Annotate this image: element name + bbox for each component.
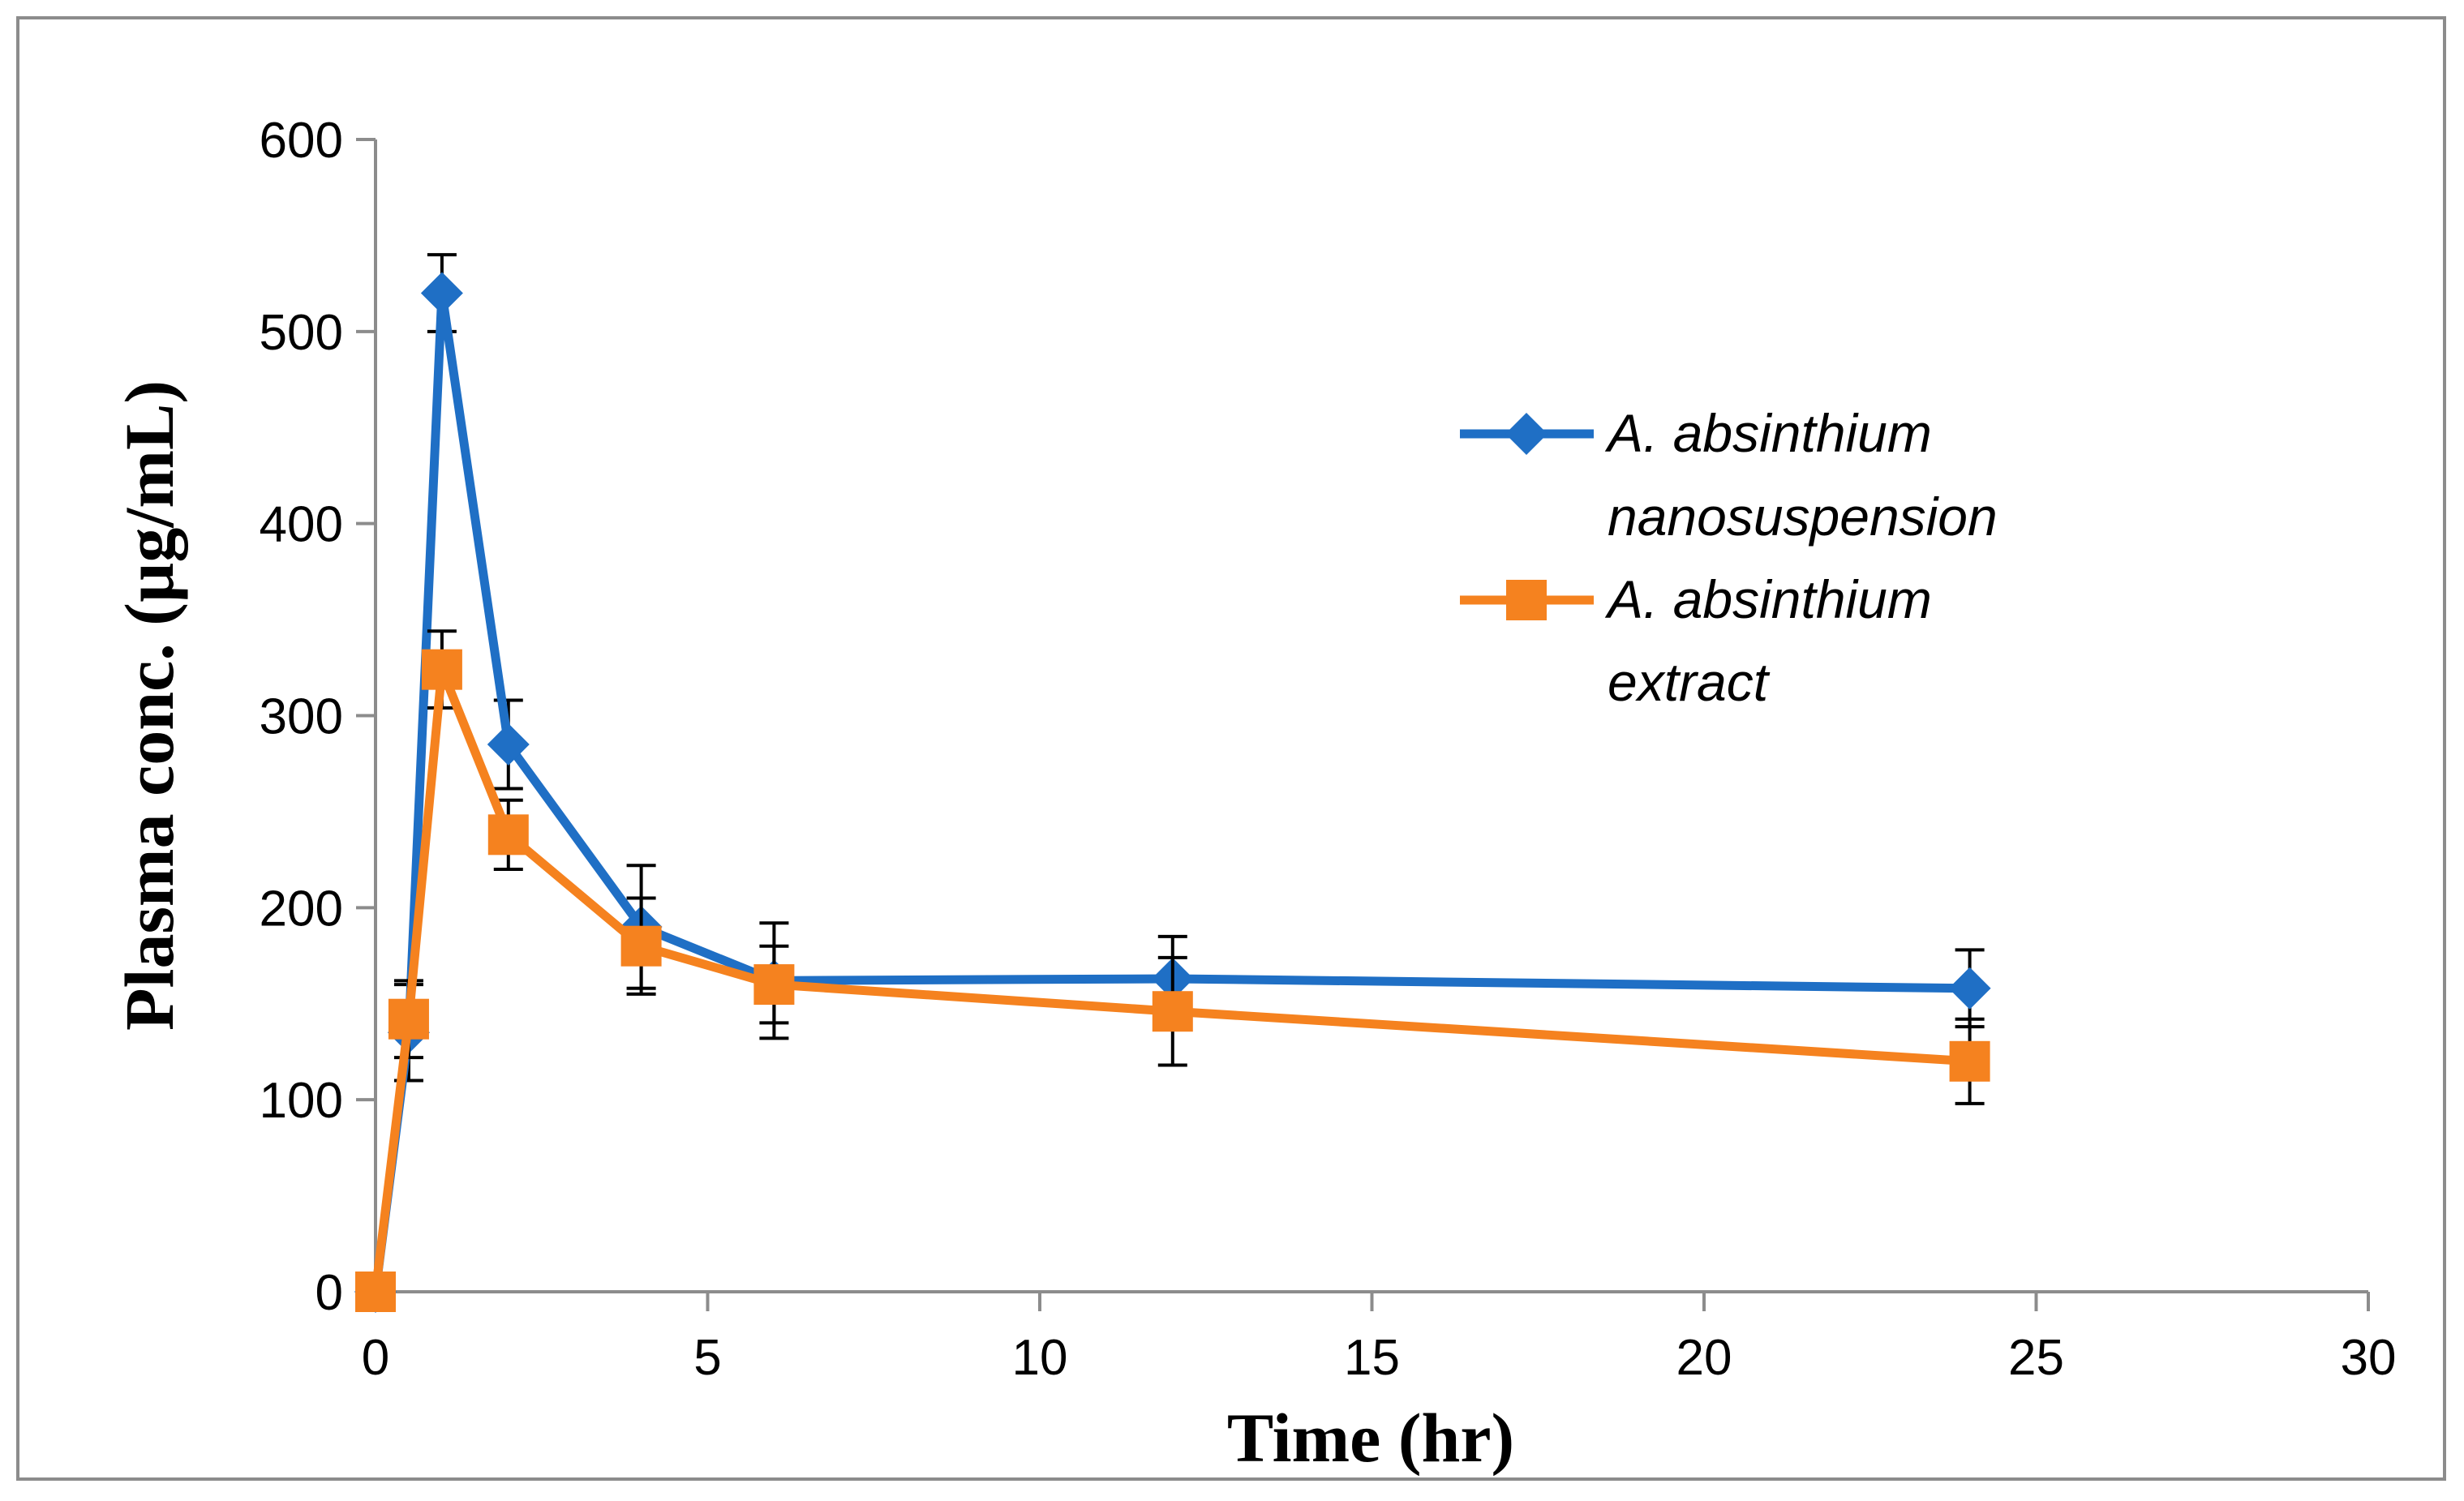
x-tick-label: 15: [1344, 1330, 1400, 1386]
y-tick-label: 400: [260, 497, 343, 553]
x-tick-label: 10: [1012, 1330, 1068, 1386]
data-point-square: [753, 964, 795, 1006]
series-layer: [354, 253, 1991, 1313]
x-tick-label: 30: [2341, 1330, 2397, 1386]
x-tick-label: 0: [362, 1330, 389, 1386]
legend-marker-square: [1506, 580, 1547, 620]
data-point-square: [355, 1272, 396, 1312]
data-point-diamond: [420, 272, 463, 315]
y-tick-label: 500: [260, 305, 343, 361]
x-tick-label: 5: [693, 1330, 721, 1386]
axes: [374, 139, 2368, 1293]
y-ticks: 0 100 200 300 400 500 600: [260, 113, 376, 1321]
legend-label: extract: [1608, 652, 1771, 712]
y-tick-label: 100: [260, 1073, 343, 1129]
y-tick-label: 600: [260, 113, 343, 169]
data-point-square: [388, 998, 429, 1040]
legend-label: A. absinthium: [1604, 569, 1932, 629]
data-point-diamond: [1948, 967, 1991, 1010]
data-point-square: [1949, 1040, 1990, 1082]
data-point-diamond: [487, 723, 530, 766]
legend-marker-diamond: [1505, 413, 1548, 455]
y-tick-label: 200: [260, 881, 343, 937]
legend-label: nanosuspension: [1608, 487, 1998, 547]
legend-label: A. absinthium: [1604, 403, 1932, 463]
series-line: [371, 665, 1970, 1293]
x-ticks: 0 5 10 15 20 25 30: [362, 1292, 2397, 1386]
x-tick-label: 25: [2008, 1330, 2064, 1386]
series-extract: [355, 629, 1990, 1312]
x-tick-label: 20: [1676, 1330, 1732, 1386]
x-axis-title: Time (hr): [1227, 1399, 1514, 1477]
data-point-square: [487, 814, 529, 856]
y-axis-title: Plasma conc. (µg/mL): [110, 380, 188, 1031]
data-point-square: [421, 649, 462, 690]
legend: A. absinthium nanosuspension A. absinthium…: [1460, 403, 1998, 712]
y-tick-label: 0: [316, 1265, 343, 1321]
data-point-square: [620, 925, 662, 967]
series-line: [371, 288, 1970, 1293]
y-tick-label: 300: [260, 689, 343, 745]
data-point-square: [1152, 991, 1193, 1032]
